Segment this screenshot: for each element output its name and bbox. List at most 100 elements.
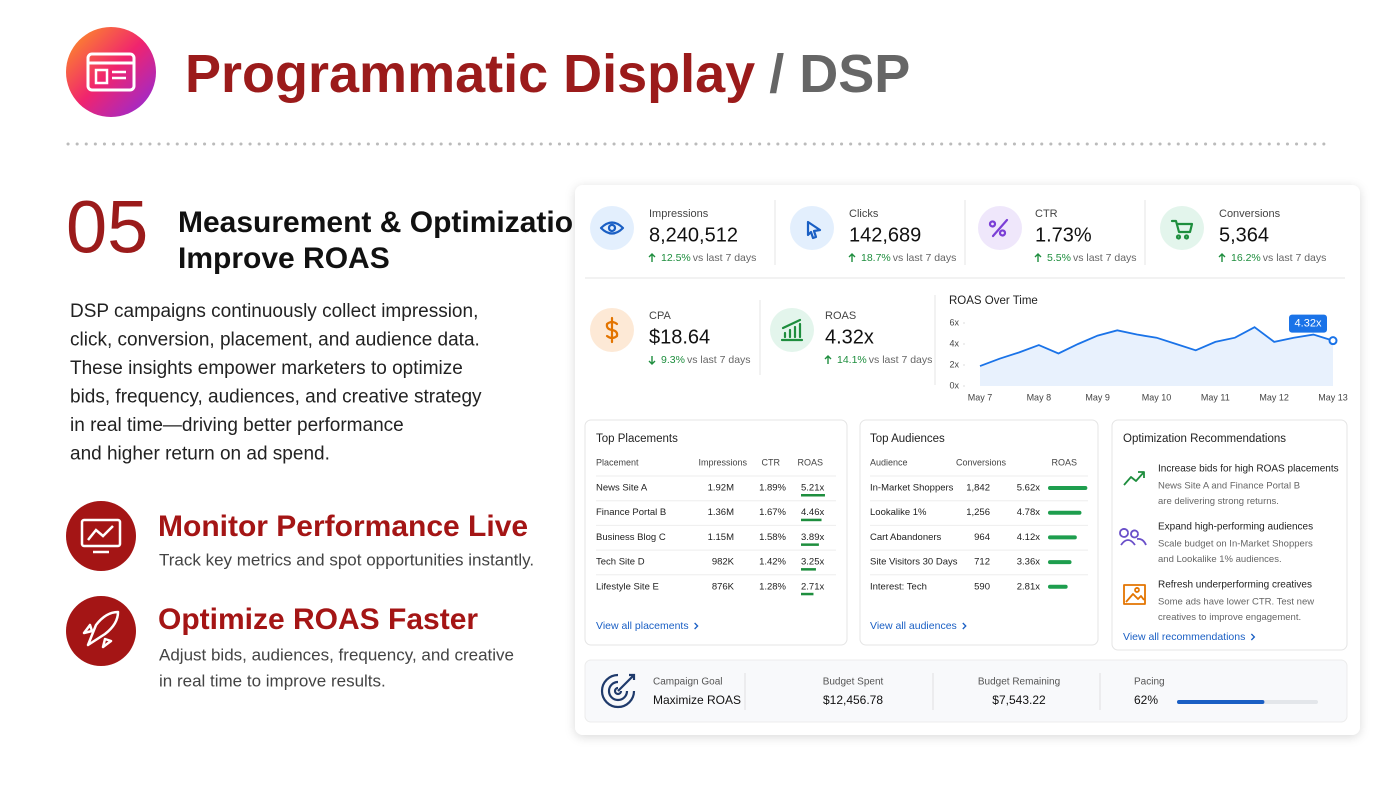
table-cell: Interest: Tech <box>870 581 927 592</box>
icon-glyph <box>806 220 822 240</box>
chart-title: ROAS Over Time <box>949 295 1038 307</box>
icon <box>87 525 114 541</box>
roas-underline <box>801 494 825 497</box>
y-tick-label: 4x <box>949 338 959 348</box>
table-cell: 1.36M <box>708 507 734 518</box>
roas-bar <box>1048 510 1082 515</box>
footer-value: $12,456.78 <box>823 693 883 707</box>
icon-glyph <box>988 218 1009 238</box>
footer-value: 62% <box>1134 693 1158 707</box>
footer-label: Campaign Goal <box>653 677 722 688</box>
line <box>979 326 1334 367</box>
panel-title: Optimization Recommendations <box>1123 433 1286 445</box>
kpi-label: Conversions <box>1219 208 1281 220</box>
footer-label: Budget Spent <box>823 677 884 688</box>
icon <box>82 610 120 649</box>
feature-title: Optimize ROAS Faster <box>158 603 478 636</box>
table-cell: 3.89x <box>801 532 824 543</box>
roas-underline <box>801 518 822 522</box>
kpi-value: $18.64 <box>649 326 710 348</box>
body-text: and higher return on ad spend. <box>70 444 330 465</box>
title-suffix: / DSP <box>769 44 910 104</box>
kpi-change: 18.7% <box>861 252 891 264</box>
kpi-label: CPA <box>649 310 671 322</box>
rec-icon <box>1123 584 1146 605</box>
kpi-change: 16.2% <box>1231 252 1261 264</box>
column-header: CTR <box>762 457 781 467</box>
panel-title: Top Placements <box>596 433 678 445</box>
table-cell: Tech Site D <box>596 557 645 568</box>
rec-text: News Site A and Finance Portal B <box>1158 481 1300 492</box>
rec-title: Increase bids for high ROAS placements <box>1158 464 1339 475</box>
kpi-icon <box>790 206 834 250</box>
footer-value: $7,543.22 <box>992 693 1046 707</box>
chevron <box>694 622 699 630</box>
icon-glyph <box>599 221 625 235</box>
column-header: ROAS <box>1051 457 1077 467</box>
kpi-label: ROAS <box>825 310 856 322</box>
rec-text: are delivering strong returns. <box>1158 496 1279 507</box>
body-text: in real time—driving better performance <box>70 415 404 436</box>
table-cell: 4.12x <box>1017 532 1040 543</box>
kpi-value: 5,364 <box>1219 224 1269 246</box>
body-text: bids, frequency, audiences, and creative… <box>70 387 482 408</box>
column-header: Impressions <box>698 457 747 467</box>
kpi-icon <box>1160 206 1204 250</box>
x-tick-label: May 13 <box>1318 392 1348 402</box>
body-text: DSP campaigns continuously collect impre… <box>70 301 478 322</box>
feature-text: Adjust bids, audiences, frequency, and c… <box>159 645 514 664</box>
x-tick-label: May 7 <box>968 392 993 402</box>
kpi-compare: vs last 7 days <box>687 354 751 366</box>
body-text: click, conversion, placement, and audien… <box>70 330 480 351</box>
section-title: Measurement & Optimization <box>178 206 591 239</box>
chevron <box>1250 633 1256 641</box>
title-main: Programmatic Display <box>185 44 755 104</box>
table-cell: 2.71x <box>801 581 824 592</box>
roas-bar <box>1048 584 1068 589</box>
table-cell: 4.46x <box>801 507 824 518</box>
rec-text: Scale budget on In-Market Shoppers <box>1158 539 1313 550</box>
rec-icon <box>1123 471 1145 486</box>
kpi-change: 5.5% <box>1047 252 1071 264</box>
table-cell: 1.67% <box>759 507 786 518</box>
table-cell: 1.92M <box>708 483 734 494</box>
kpi-value: 142,689 <box>849 224 921 246</box>
table-cell: 1.42% <box>759 557 786 568</box>
kpi-change: 12.5% <box>661 252 691 264</box>
table-cell: 964 <box>974 532 990 543</box>
feature-text: Track key metrics and spot opportunities… <box>159 550 534 569</box>
kpi-value: 4.32x <box>825 326 874 348</box>
roas-bar <box>1048 535 1077 540</box>
data-label: 4.32x <box>1295 318 1322 330</box>
table-cell: In-Market Shoppers <box>870 483 954 494</box>
footer-panel <box>584 659 1348 723</box>
table-cell: Business Blog C <box>596 532 666 543</box>
roas-bar <box>1048 486 1088 490</box>
table-cell: 876K <box>712 581 735 592</box>
area <box>980 327 1333 386</box>
x-tick-label: May 11 <box>1201 392 1230 402</box>
label-box <box>1289 314 1327 333</box>
kpi-value: 1.73% <box>1035 224 1092 246</box>
trend-arrow <box>848 253 856 262</box>
table-cell: Lifestyle Site E <box>596 581 659 592</box>
footer-value: Maximize ROAS <box>653 693 741 707</box>
kpi-compare: vs last 7 days <box>893 252 957 264</box>
feature-title: Monitor Performance Live <box>158 510 528 543</box>
kpi-change: 14.1% <box>837 354 867 366</box>
kpi-label: CTR <box>1035 208 1058 220</box>
goal-icon <box>600 673 636 709</box>
link[interactable]: View all audiences <box>870 620 957 632</box>
link[interactable]: View all placements <box>596 620 689 632</box>
kpi-icon <box>770 308 814 352</box>
y-tick-label: 6x <box>949 317 959 327</box>
feature-icon <box>66 596 136 666</box>
table-cell: Lookalike 1% <box>870 507 927 518</box>
kpi-value: 8,240,512 <box>649 224 738 246</box>
link[interactable]: View all recommendations <box>1123 631 1245 643</box>
table-cell: 2.81x <box>1017 581 1040 592</box>
table-cell: 1.89% <box>759 483 786 494</box>
body-text: These insights empower marketers to opti… <box>70 358 463 379</box>
roas-underline <box>801 592 814 596</box>
